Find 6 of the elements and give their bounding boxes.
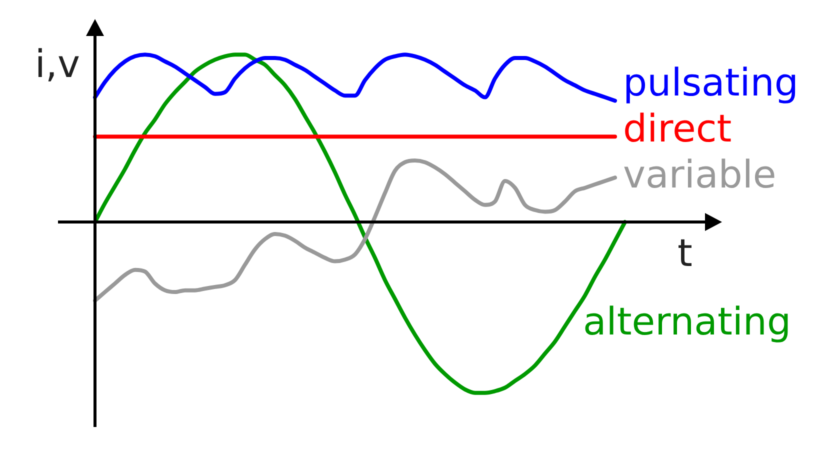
- series-label: pulsating: [623, 60, 799, 104]
- x-axis-title: t: [678, 230, 692, 275]
- series-label: variable: [623, 152, 776, 196]
- series-label: direct: [623, 106, 732, 150]
- y-axis-title: i,v: [34, 42, 80, 86]
- series-label: alternating: [583, 299, 792, 344]
